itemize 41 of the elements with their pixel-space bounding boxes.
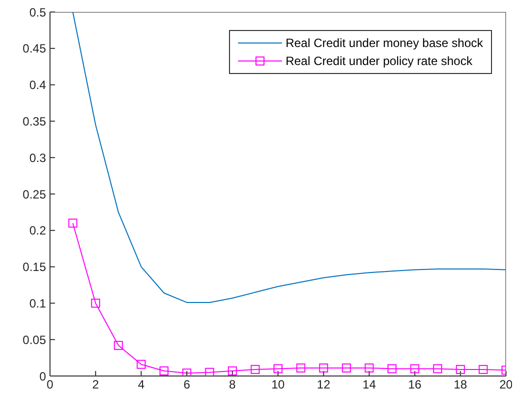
x-tick-label: 6 — [183, 378, 190, 392]
point — [182, 368, 192, 376]
y-tick-label: 0.25 — [22, 187, 46, 202]
x-tick-label: 16 — [408, 378, 422, 392]
x-tick-label: 14 — [362, 378, 376, 392]
x-tick-label: 18 — [454, 378, 468, 392]
point — [456, 364, 465, 374]
point — [68, 218, 78, 228]
x-tick-label: 20 — [499, 378, 513, 392]
point — [250, 364, 260, 374]
point — [228, 366, 237, 376]
x-tick-label: 4 — [138, 378, 145, 392]
x-tick-label: 2 — [92, 378, 100, 392]
point — [160, 366, 168, 376]
y-tick-label: 0.35 — [22, 114, 46, 128]
y-tick-label: 0.1 — [29, 296, 46, 310]
y-tick-label: 0.3 — [29, 150, 46, 165]
point — [91, 298, 100, 308]
point — [388, 364, 396, 374]
point — [433, 364, 442, 374]
point — [296, 363, 306, 372]
point — [364, 363, 374, 372]
x-tick-label: 10 — [271, 378, 285, 392]
y-tick-label: 0.4 — [29, 78, 46, 92]
point — [274, 364, 282, 374]
y-tick-label: 0.15 — [22, 260, 46, 274]
y-tick-label: 0.2 — [29, 224, 46, 238]
point — [410, 364, 420, 374]
legend-label: Real Credit under policy rate shock — [286, 54, 472, 68]
y-tick-label: 0.05 — [22, 332, 46, 347]
point — [114, 340, 123, 350]
point — [478, 364, 488, 374]
y-tick-label: 0.5 — [29, 5, 46, 20]
line-series — [72, 12, 506, 303]
point — [342, 363, 351, 372]
point — [136, 360, 146, 369]
point — [319, 363, 328, 372]
x-tick-label: 8 — [229, 378, 236, 392]
y-tick-label: 0.45 — [22, 42, 46, 56]
legend-label: Real Credit under money base shock — [286, 36, 483, 50]
x-tick-label: 12 — [316, 378, 331, 392]
